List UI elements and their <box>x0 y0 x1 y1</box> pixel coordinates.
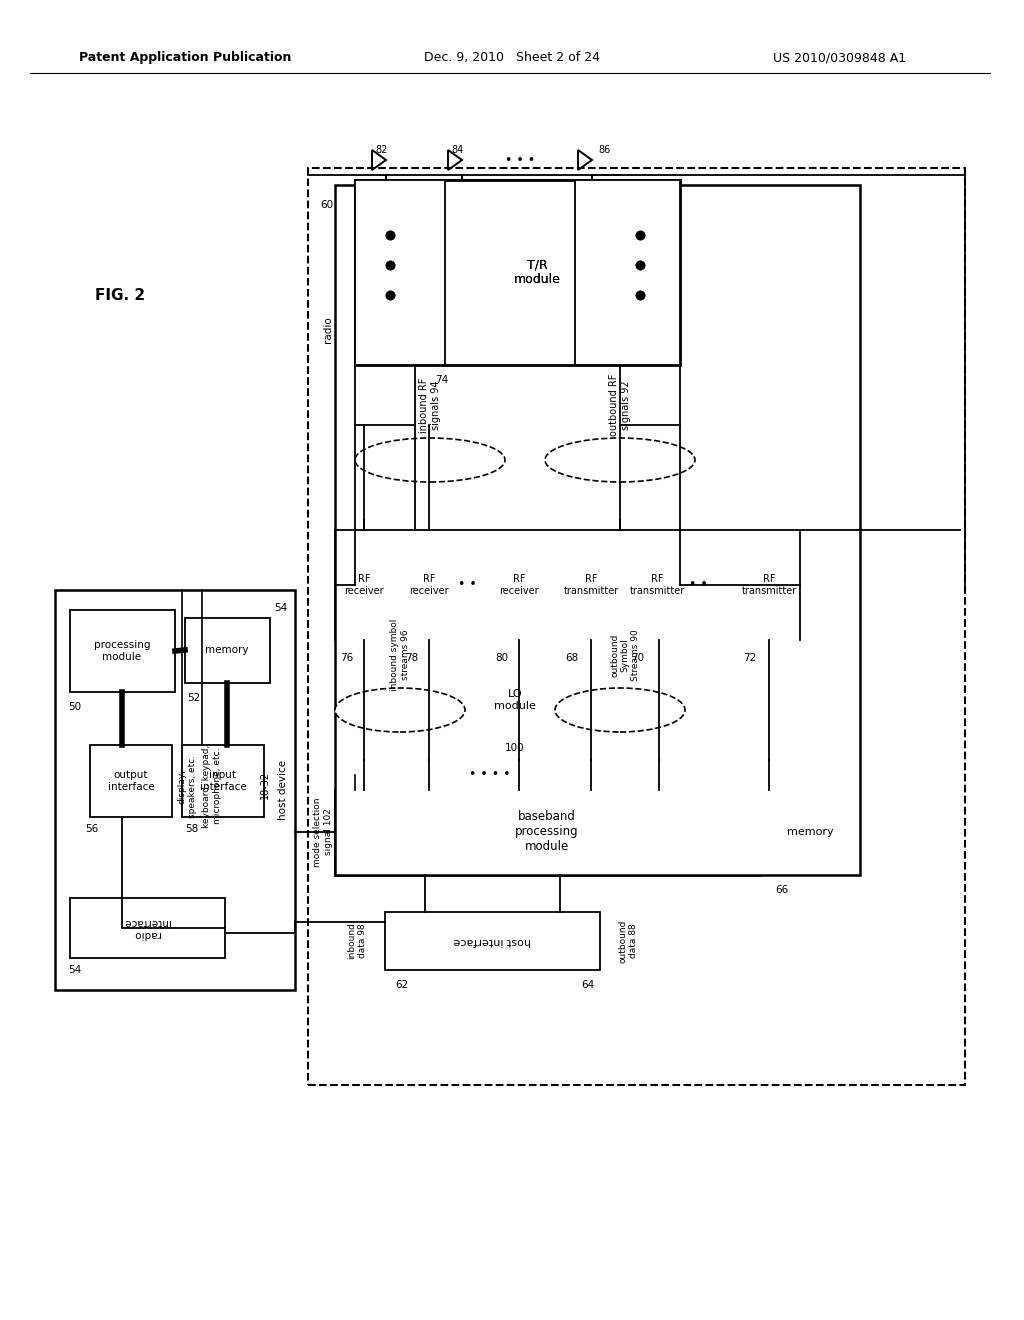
Text: RF
receiver: RF receiver <box>410 574 449 595</box>
Text: display,
speakers, etc.: display, speakers, etc. <box>177 755 197 817</box>
Text: 50: 50 <box>68 702 81 711</box>
Text: memory: memory <box>786 828 834 837</box>
Text: • • •: • • • <box>505 153 536 166</box>
Text: 100: 100 <box>505 743 525 752</box>
Text: • •: • • <box>688 578 708 591</box>
Ellipse shape <box>545 438 695 482</box>
Text: memory: memory <box>205 645 249 655</box>
FancyBboxPatch shape <box>70 610 175 692</box>
Text: T/R
module: T/R module <box>514 257 560 286</box>
Text: • • • •: • • • • <box>469 768 511 781</box>
Text: keyboard, keypad,
microphone, etc.: keyboard, keypad, microphone, etc. <box>203 744 222 828</box>
Text: 64: 64 <box>582 979 595 990</box>
FancyBboxPatch shape <box>335 185 860 875</box>
Text: 78: 78 <box>406 653 418 663</box>
Text: LO
module: LO module <box>494 689 536 710</box>
Text: Dec. 9, 2010   Sheet 2 of 24: Dec. 9, 2010 Sheet 2 of 24 <box>424 51 600 65</box>
FancyBboxPatch shape <box>185 618 270 682</box>
Text: processing
module: processing module <box>94 640 151 661</box>
Text: radio
interface: radio interface <box>124 917 170 939</box>
Text: outbound
Symbol
Streams 90: outbound Symbol Streams 90 <box>610 630 640 681</box>
Text: inbound RF
signals 94: inbound RF signals 94 <box>419 378 440 433</box>
Text: baseband
processing
module: baseband processing module <box>515 810 579 854</box>
Text: 74: 74 <box>435 375 449 385</box>
Text: 54: 54 <box>68 965 81 975</box>
Text: RF
transmitter: RF transmitter <box>741 574 797 595</box>
Text: output
interface: output interface <box>108 770 155 792</box>
FancyBboxPatch shape <box>628 531 686 640</box>
Text: 60: 60 <box>319 201 333 210</box>
Text: outbound
data 88: outbound data 88 <box>618 919 638 962</box>
Text: T/R
module: T/R module <box>514 257 560 286</box>
Text: 56: 56 <box>85 824 98 834</box>
Text: 68: 68 <box>565 653 579 663</box>
Text: 58: 58 <box>185 824 199 834</box>
FancyBboxPatch shape <box>575 180 680 366</box>
FancyBboxPatch shape <box>335 789 760 875</box>
FancyBboxPatch shape <box>770 789 850 875</box>
FancyBboxPatch shape <box>400 531 458 640</box>
Text: outbound RF
signals 92: outbound RF signals 92 <box>609 374 631 436</box>
Text: input
interface: input interface <box>200 770 247 792</box>
Text: 76: 76 <box>340 653 353 663</box>
Text: 82: 82 <box>375 145 387 154</box>
Text: 80: 80 <box>495 653 508 663</box>
Text: 66: 66 <box>775 884 788 895</box>
Text: 86: 86 <box>598 145 610 154</box>
Text: inbound
data 98: inbound data 98 <box>347 923 367 960</box>
Text: RF
transmitter: RF transmitter <box>563 574 618 595</box>
Text: 18-32: 18-32 <box>260 771 270 799</box>
Text: US 2010/0309848 A1: US 2010/0309848 A1 <box>773 51 906 65</box>
FancyBboxPatch shape <box>355 180 680 366</box>
FancyBboxPatch shape <box>308 168 965 1085</box>
Ellipse shape <box>335 688 465 733</box>
FancyBboxPatch shape <box>478 668 553 733</box>
FancyBboxPatch shape <box>182 744 264 817</box>
FancyBboxPatch shape <box>385 912 600 970</box>
Ellipse shape <box>555 688 685 733</box>
FancyBboxPatch shape <box>55 590 295 990</box>
FancyBboxPatch shape <box>355 180 445 366</box>
Ellipse shape <box>355 438 505 482</box>
Text: mode selection
signal 102: mode selection signal 102 <box>313 797 333 867</box>
Text: FIG. 2: FIG. 2 <box>95 288 145 302</box>
Text: 72: 72 <box>743 653 757 663</box>
FancyBboxPatch shape <box>335 531 393 640</box>
Text: RF
receiver: RF receiver <box>344 574 384 595</box>
Text: 62: 62 <box>395 979 409 990</box>
FancyBboxPatch shape <box>70 898 225 958</box>
FancyBboxPatch shape <box>562 531 620 640</box>
Text: RF
receiver: RF receiver <box>499 574 539 595</box>
FancyBboxPatch shape <box>575 180 680 366</box>
FancyBboxPatch shape <box>355 180 680 366</box>
Text: radio: radio <box>323 317 333 343</box>
Text: Patent Application Publication: Patent Application Publication <box>79 51 291 65</box>
Text: inbound symbol
streams 96: inbound symbol streams 96 <box>390 619 410 692</box>
FancyBboxPatch shape <box>355 180 445 366</box>
FancyBboxPatch shape <box>740 531 798 640</box>
FancyBboxPatch shape <box>490 531 548 640</box>
Text: • •: • • <box>458 578 476 591</box>
FancyBboxPatch shape <box>90 744 172 817</box>
Text: RF
transmitter: RF transmitter <box>630 574 685 595</box>
Text: 54: 54 <box>273 603 287 612</box>
Text: host interface: host interface <box>454 936 530 946</box>
Text: 52: 52 <box>187 693 201 704</box>
Text: 70: 70 <box>631 653 644 663</box>
Text: 84: 84 <box>451 145 463 154</box>
Text: host device: host device <box>278 760 288 820</box>
